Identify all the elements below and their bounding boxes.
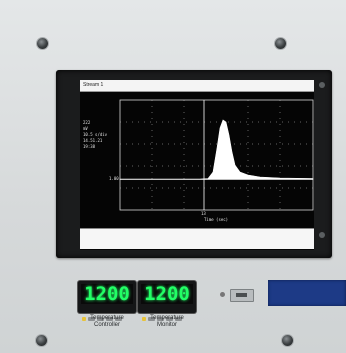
readout-line: mV — [83, 126, 88, 131]
window-title: Stream 1 — [83, 82, 104, 88]
key-button[interactable] — [157, 317, 164, 321]
window-title-bar[interactable]: Stream 1 — [80, 80, 314, 92]
controller-label-line2: Controller — [93, 322, 120, 328]
monitor-label-line1: Temperature — [150, 315, 184, 321]
x-marker-label: 13 — [201, 211, 206, 216]
plot-frame — [119, 99, 314, 211]
side-readout: 222 mV 10.5 s/div 14.51.21 19:38 — [83, 120, 117, 150]
controller-display: 1200 — [81, 284, 133, 304]
key-button[interactable] — [148, 317, 155, 321]
blue-panel — [268, 280, 346, 306]
readout-line: 19:38 — [83, 144, 96, 149]
status-led-icon — [82, 317, 86, 321]
oscilloscope-screen: 222 mV 10.5 s/div 14.51.21 19:38 1.00 13… — [80, 80, 314, 250]
status-led-icon — [142, 317, 146, 321]
monitor-keys[interactable] — [142, 306, 192, 321]
toggle-switch-icon[interactable] — [230, 289, 254, 302]
readout-line: 10.5 s/div — [83, 132, 108, 137]
x-axis-label: Time (sec) — [204, 217, 229, 222]
key-button[interactable] — [115, 317, 122, 321]
screw-icon — [275, 38, 286, 49]
key-button[interactable] — [106, 317, 113, 321]
controller-keys[interactable] — [82, 306, 132, 321]
trace-plot — [119, 99, 314, 211]
screw-icon — [37, 38, 48, 49]
signal-trace — [119, 119, 314, 180]
controller-label-line1: Temperature — [90, 315, 124, 321]
readout-line: 14.51.21 — [83, 138, 103, 143]
y-marker-label: 1.00 — [109, 176, 119, 181]
monitor-label-line2: Monitor — [156, 322, 177, 328]
temperature-monitor[interactable]: 1200 — [138, 281, 196, 321]
key-button[interactable] — [88, 317, 95, 321]
screw-icon — [282, 335, 293, 346]
bezel-button[interactable] — [319, 232, 325, 238]
bezel-button[interactable] — [319, 82, 325, 88]
status-bar — [80, 228, 314, 249]
controller-label: Temperature Controller — [72, 315, 142, 329]
temperature-controller[interactable]: 1200 — [78, 281, 136, 321]
readout-line: 222 — [83, 120, 91, 125]
key-button[interactable] — [175, 317, 182, 321]
key-button[interactable] — [97, 317, 104, 321]
screw-icon — [36, 335, 47, 346]
indicator-light-icon — [220, 292, 225, 297]
monitor-label: Temperature Monitor — [132, 315, 202, 329]
monitor-display: 1200 — [141, 284, 193, 304]
key-button[interactable] — [166, 317, 173, 321]
